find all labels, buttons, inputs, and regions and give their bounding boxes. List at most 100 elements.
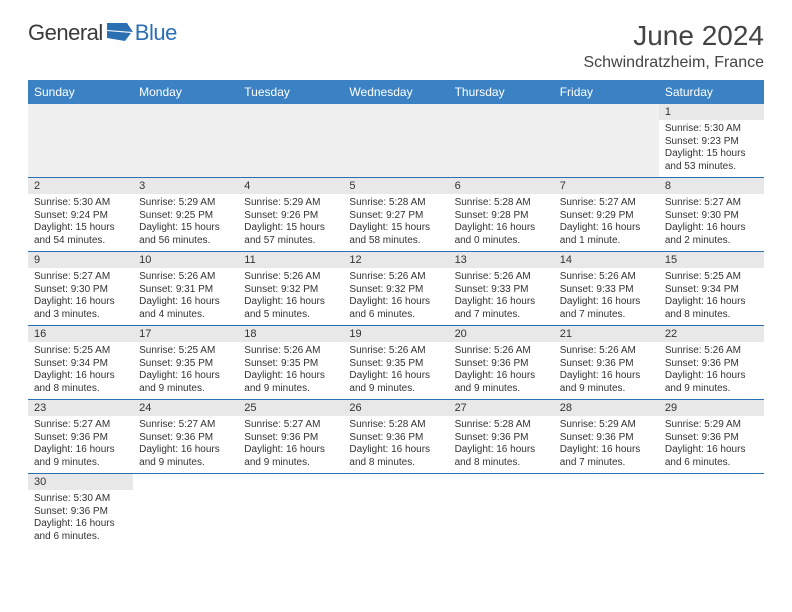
day-number-cell: 17: [133, 326, 238, 343]
day-detail-cell: [343, 120, 448, 178]
day-sunrise: Sunrise: 5:29 AM: [665, 419, 758, 432]
day-sunset: Sunset: 9:36 PM: [34, 506, 127, 519]
day-number-cell: [449, 104, 554, 120]
day-number-cell: 4: [238, 178, 343, 195]
day-daylight2: and 53 minutes.: [665, 161, 758, 174]
day-daylight1: Daylight: 16 hours: [139, 444, 232, 457]
day-sunrise: Sunrise: 5:27 AM: [34, 419, 127, 432]
flag-icon: [107, 23, 133, 44]
weekday-header: Wednesday: [343, 80, 448, 104]
day-detail-cell: Sunrise: 5:25 AMSunset: 9:34 PMDaylight:…: [28, 342, 133, 400]
day-number-cell: 2: [28, 178, 133, 195]
day-detail-cell: [554, 120, 659, 178]
day-daylight1: Daylight: 16 hours: [560, 296, 653, 309]
day-detail-cell: Sunrise: 5:26 AMSunset: 9:36 PMDaylight:…: [659, 342, 764, 400]
day-sunset: Sunset: 9:27 PM: [349, 210, 442, 223]
day-number-cell: 23: [28, 400, 133, 417]
day-number-cell: [238, 104, 343, 120]
day-daylight2: and 56 minutes.: [139, 235, 232, 248]
day-sunset: Sunset: 9:30 PM: [665, 210, 758, 223]
day-number-cell: 14: [554, 252, 659, 269]
day-daylight2: and 4 minutes.: [139, 309, 232, 322]
day-daylight1: Daylight: 16 hours: [455, 296, 548, 309]
day-number-cell: 15: [659, 252, 764, 269]
location-label: Schwindratzheim, France: [583, 54, 764, 72]
day-number-cell: [133, 104, 238, 120]
day-sunrise: Sunrise: 5:26 AM: [455, 271, 548, 284]
day-detail-cell: Sunrise: 5:27 AMSunset: 9:36 PMDaylight:…: [238, 416, 343, 474]
weekday-header: Tuesday: [238, 80, 343, 104]
day-sunrise: Sunrise: 5:25 AM: [139, 345, 232, 358]
day-daylight2: and 3 minutes.: [34, 309, 127, 322]
day-detail-cell: Sunrise: 5:28 AMSunset: 9:28 PMDaylight:…: [449, 194, 554, 252]
day-detail-cell: [133, 490, 238, 547]
day-sunrise: Sunrise: 5:25 AM: [665, 271, 758, 284]
day-daylight2: and 8 minutes.: [665, 309, 758, 322]
day-sunrise: Sunrise: 5:28 AM: [349, 419, 442, 432]
day-daylight2: and 9 minutes.: [455, 383, 548, 396]
day-sunset: Sunset: 9:36 PM: [665, 432, 758, 445]
day-number-cell: 28: [554, 400, 659, 417]
day-number-cell: [343, 474, 448, 491]
day-sunset: Sunset: 9:32 PM: [349, 284, 442, 297]
day-detail-cell: Sunrise: 5:26 AMSunset: 9:31 PMDaylight:…: [133, 268, 238, 326]
day-sunrise: Sunrise: 5:26 AM: [244, 345, 337, 358]
day-daylight2: and 7 minutes.: [455, 309, 548, 322]
day-daylight1: Daylight: 16 hours: [455, 370, 548, 383]
day-daylight2: and 6 minutes.: [34, 531, 127, 544]
day-daylight2: and 8 minutes.: [34, 383, 127, 396]
day-daylight1: Daylight: 16 hours: [455, 222, 548, 235]
day-detail-cell: Sunrise: 5:27 AMSunset: 9:29 PMDaylight:…: [554, 194, 659, 252]
day-daylight2: and 57 minutes.: [244, 235, 337, 248]
day-daylight2: and 6 minutes.: [665, 457, 758, 470]
day-daylight1: Daylight: 15 hours: [244, 222, 337, 235]
day-detail-cell: Sunrise: 5:30 AMSunset: 9:23 PMDaylight:…: [659, 120, 764, 178]
day-number-cell: 1: [659, 104, 764, 120]
day-number-cell: 11: [238, 252, 343, 269]
day-detail-cell: Sunrise: 5:25 AMSunset: 9:34 PMDaylight:…: [659, 268, 764, 326]
day-sunset: Sunset: 9:30 PM: [34, 284, 127, 297]
day-number-row: 9101112131415: [28, 252, 764, 269]
day-number-row: 30: [28, 474, 764, 491]
day-daylight2: and 58 minutes.: [349, 235, 442, 248]
day-sunrise: Sunrise: 5:27 AM: [560, 197, 653, 210]
calendar-table: Sunday Monday Tuesday Wednesday Thursday…: [28, 80, 764, 547]
day-daylight1: Daylight: 16 hours: [34, 518, 127, 531]
day-sunset: Sunset: 9:33 PM: [560, 284, 653, 297]
weekday-header-row: Sunday Monday Tuesday Wednesday Thursday…: [28, 80, 764, 104]
day-detail-cell: Sunrise: 5:27 AMSunset: 9:36 PMDaylight:…: [28, 416, 133, 474]
day-sunset: Sunset: 9:36 PM: [349, 432, 442, 445]
logo-text-blue: Blue: [135, 20, 177, 46]
day-detail-cell: [449, 120, 554, 178]
day-number-cell: 5: [343, 178, 448, 195]
day-sunrise: Sunrise: 5:30 AM: [665, 123, 758, 136]
day-detail-cell: Sunrise: 5:27 AMSunset: 9:30 PMDaylight:…: [28, 268, 133, 326]
day-daylight2: and 9 minutes.: [139, 457, 232, 470]
day-sunrise: Sunrise: 5:26 AM: [455, 345, 548, 358]
weekday-header: Thursday: [449, 80, 554, 104]
day-daylight1: Daylight: 16 hours: [665, 296, 758, 309]
day-sunset: Sunset: 9:36 PM: [139, 432, 232, 445]
day-daylight2: and 9 minutes.: [34, 457, 127, 470]
day-detail-cell: [343, 490, 448, 547]
day-detail-cell: Sunrise: 5:26 AMSunset: 9:32 PMDaylight:…: [238, 268, 343, 326]
day-daylight2: and 9 minutes.: [244, 457, 337, 470]
day-number-cell: 8: [659, 178, 764, 195]
day-sunrise: Sunrise: 5:25 AM: [34, 345, 127, 358]
day-number-cell: 3: [133, 178, 238, 195]
day-daylight1: Daylight: 16 hours: [244, 444, 337, 457]
day-detail-cell: Sunrise: 5:29 AMSunset: 9:36 PMDaylight:…: [659, 416, 764, 474]
day-sunrise: Sunrise: 5:26 AM: [560, 345, 653, 358]
day-daylight1: Daylight: 16 hours: [34, 444, 127, 457]
day-detail-cell: Sunrise: 5:27 AMSunset: 9:36 PMDaylight:…: [133, 416, 238, 474]
day-daylight2: and 6 minutes.: [349, 309, 442, 322]
weekday-header: Monday: [133, 80, 238, 104]
logo-text-general: General: [28, 20, 103, 46]
day-detail-row: Sunrise: 5:25 AMSunset: 9:34 PMDaylight:…: [28, 342, 764, 400]
day-sunset: Sunset: 9:33 PM: [455, 284, 548, 297]
day-number-row: 23242526272829: [28, 400, 764, 417]
day-detail-cell: Sunrise: 5:25 AMSunset: 9:35 PMDaylight:…: [133, 342, 238, 400]
day-daylight1: Daylight: 16 hours: [455, 444, 548, 457]
day-sunrise: Sunrise: 5:26 AM: [665, 345, 758, 358]
day-sunset: Sunset: 9:31 PM: [139, 284, 232, 297]
